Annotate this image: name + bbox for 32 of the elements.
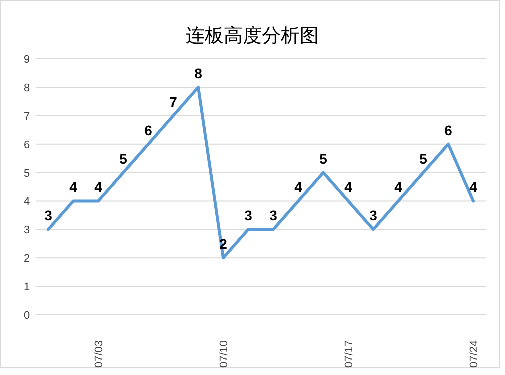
x-tick-label: 07/03 [94, 340, 106, 368]
data-label: 6 [144, 122, 153, 138]
data-label: 3 [370, 208, 378, 224]
data-label: 4 [70, 179, 78, 196]
x-tick-label: 07/10 [218, 340, 230, 368]
y-tick-label: 3 [24, 224, 30, 237]
x-tick-label: 07/24 [468, 340, 480, 368]
y-tick-label: 4 [24, 196, 30, 208]
data-label: 6 [444, 122, 453, 138]
data-label: 3 [270, 208, 278, 224]
data-label: 5 [320, 150, 328, 167]
y-tick-label: 8 [24, 82, 30, 94]
data-label: 3 [44, 208, 53, 224]
y-tick-label: 2 [24, 253, 30, 266]
y-tick-label: 0 [24, 310, 30, 322]
data-label: 4 [470, 179, 478, 196]
y-tick-label: 9 [24, 54, 30, 66]
y-tick-label: 6 [24, 139, 30, 152]
data-label: 5 [420, 150, 428, 167]
data-label: 7 [170, 94, 178, 110]
data-label: 8 [194, 65, 203, 82]
y-tick-label: 7 [24, 110, 30, 123]
data-label: 5 [120, 150, 128, 167]
x-tick-label: 07/17 [344, 340, 356, 368]
data-label: 4 [394, 179, 403, 196]
data-label: 4 [344, 179, 353, 196]
data-label: 3 [244, 208, 253, 224]
data-label: 4 [94, 179, 103, 196]
y-tick-label: 1 [24, 282, 30, 294]
y-tick-label: 5 [24, 168, 30, 180]
data-label: 4 [294, 179, 303, 196]
chart-title: 连板高度分析图 [186, 25, 319, 47]
